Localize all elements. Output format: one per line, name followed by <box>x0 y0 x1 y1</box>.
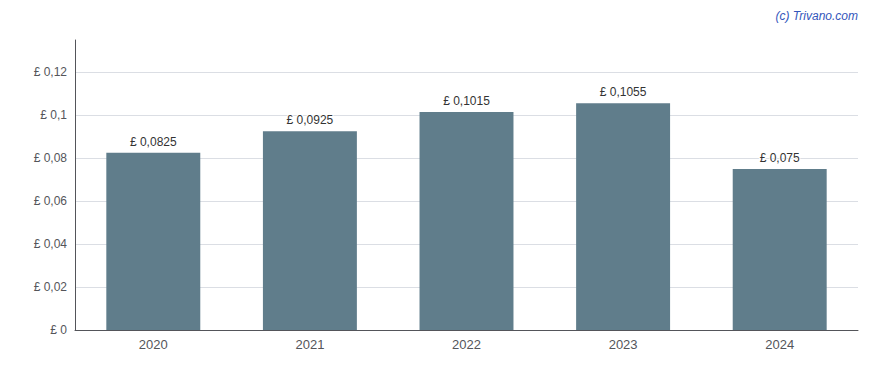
svg-text:£ 0,1055: £ 0,1055 <box>600 85 647 99</box>
svg-text:(c) Trivano.com: (c) Trivano.com <box>776 9 858 23</box>
svg-text:£ 0,08: £ 0,08 <box>34 151 68 165</box>
svg-text:2020: 2020 <box>139 337 168 352</box>
svg-text:£ 0,0925: £ 0,0925 <box>287 113 334 127</box>
svg-text:£ 0,06: £ 0,06 <box>34 194 68 208</box>
svg-text:2021: 2021 <box>295 337 324 352</box>
svg-text:2022: 2022 <box>452 337 481 352</box>
svg-text:£ 0,075: £ 0,075 <box>760 151 800 165</box>
svg-text:£ 0,12: £ 0,12 <box>34 65 68 79</box>
svg-text:2024: 2024 <box>765 337 794 352</box>
svg-text:£ 0,1: £ 0,1 <box>40 108 67 122</box>
svg-text:£ 0,1015: £ 0,1015 <box>443 94 490 108</box>
svg-text:£ 0,0825: £ 0,0825 <box>130 135 177 149</box>
svg-text:£ 0,04: £ 0,04 <box>34 237 68 251</box>
svg-text:2023: 2023 <box>609 337 638 352</box>
svg-text:£ 0,02: £ 0,02 <box>34 280 68 294</box>
svg-text:£ 0: £ 0 <box>50 323 67 337</box>
